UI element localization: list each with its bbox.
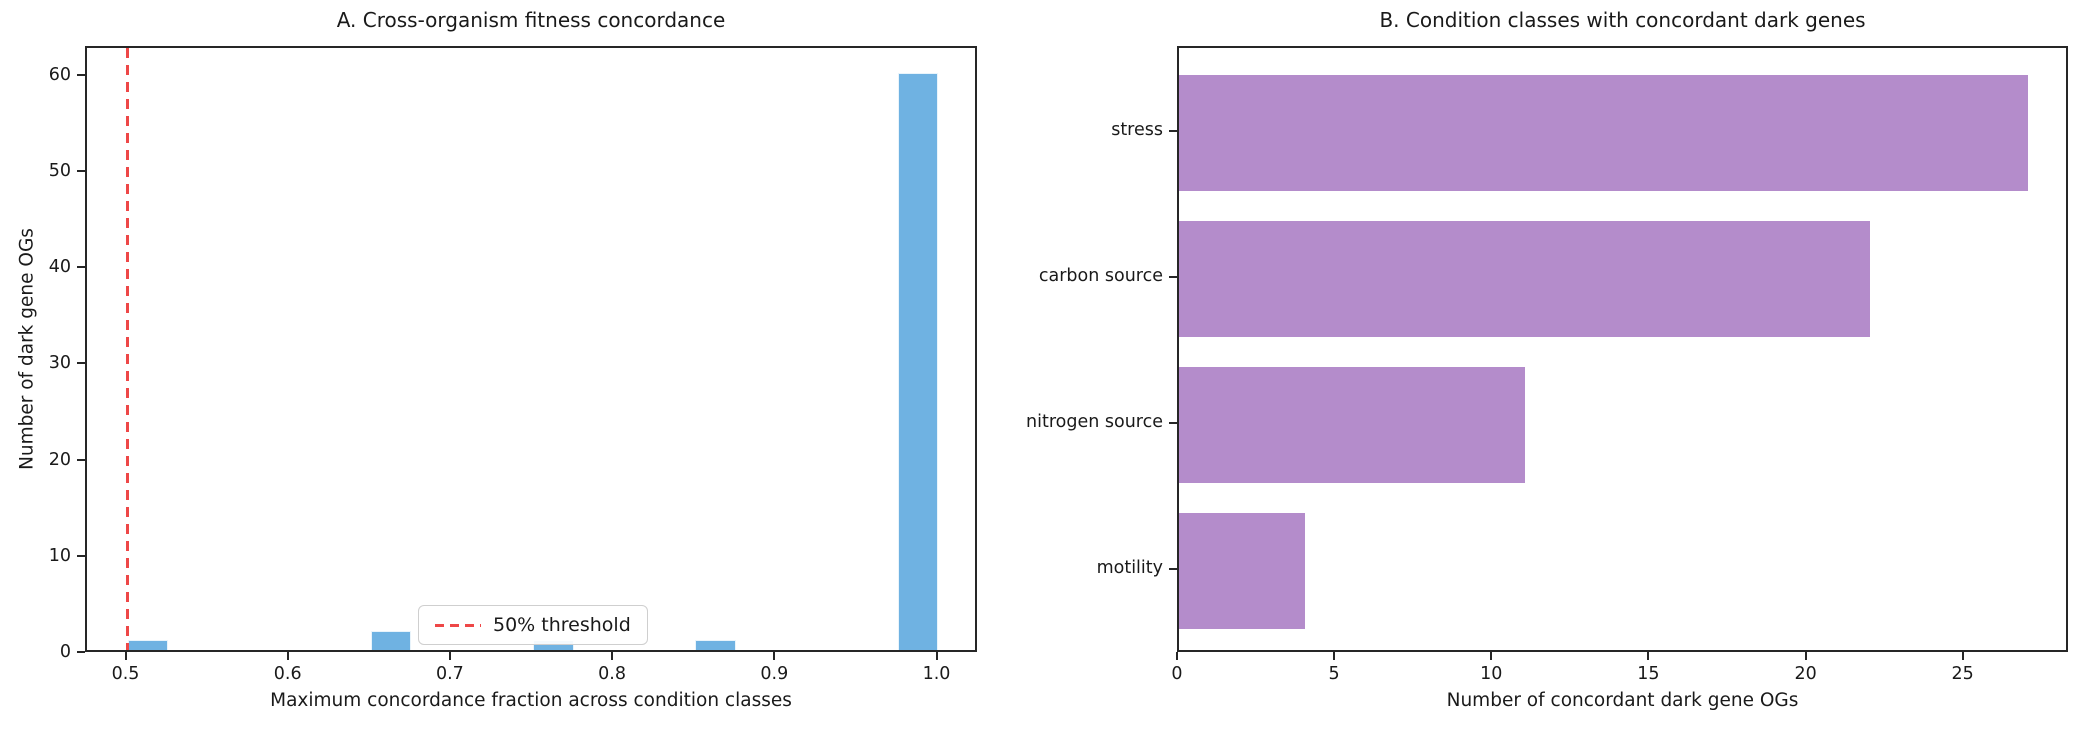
x-tick-mark [1961, 652, 1964, 660]
category-tick-mark [1169, 276, 1177, 278]
x-tick-mark [1490, 652, 1493, 660]
x-tick-mark [1176, 652, 1178, 660]
y-tick-label: 50 [48, 161, 71, 181]
histogram-bar [370, 630, 412, 650]
histogram-bar [695, 640, 736, 650]
y-tick-label: 60 [48, 64, 71, 85]
panel-b-title: B. Condition classes with concordant dar… [1379, 8, 1866, 32]
y-tick-label: 20 [48, 449, 71, 470]
category-label: motility [1096, 558, 1163, 578]
category-tick-mark [1169, 422, 1177, 424]
histogram-bar [897, 72, 939, 650]
panel-b-axes [1177, 46, 2068, 652]
y-tick-label: 40 [48, 257, 71, 278]
x-tick-label: 15 [1637, 664, 1660, 684]
x-tick-label: 1.0 [922, 664, 951, 684]
category-label: stress [1111, 120, 1163, 140]
y-tick-mark [77, 458, 85, 461]
y-tick-mark [77, 651, 85, 653]
bar [1179, 513, 1305, 629]
panel-a-x-axis-label: Maximum concordance fraction across cond… [270, 690, 792, 711]
histogram-bar [127, 640, 168, 650]
bar [1179, 75, 2028, 191]
x-tick-label: 0 [1171, 664, 1183, 684]
y-tick-label: 10 [48, 545, 71, 566]
category-tick-mark [1169, 130, 1177, 132]
bar [1179, 221, 1871, 337]
panel-a-axes: 50% threshold [85, 46, 977, 652]
x-tick-label: 10 [1480, 664, 1503, 684]
x-tick-mark [286, 652, 289, 660]
y-tick-mark [77, 170, 85, 172]
panel-b-x-axis-label: Number of concordant dark gene OGs [1446, 690, 1799, 711]
y-tick-mark [77, 554, 85, 557]
x-tick-label: 0.5 [111, 664, 140, 684]
x-tick-label: 0.9 [760, 664, 789, 684]
x-tick-mark [773, 652, 776, 660]
y-tick-mark [77, 362, 85, 365]
legend: 50% threshold [418, 605, 648, 645]
y-tick-label: 30 [48, 353, 71, 374]
category-label: nitrogen source [1026, 412, 1163, 432]
x-tick-label: 0.8 [598, 664, 627, 684]
threshold-line [126, 48, 129, 650]
x-tick-mark [1804, 652, 1807, 660]
category-tick-mark [1169, 568, 1177, 570]
legend-label: 50% threshold [493, 614, 631, 636]
bar [1179, 367, 1525, 483]
panel-a-title: A. Cross-organism fitness concordance [336, 8, 726, 32]
x-tick-mark [448, 652, 451, 660]
y-tick-mark [77, 73, 85, 76]
x-tick-label: 25 [1951, 664, 1974, 684]
x-tick-mark [611, 652, 614, 660]
y-tick-mark [77, 266, 85, 269]
category-label: carbon source [1038, 266, 1163, 286]
x-tick-mark [1647, 652, 1650, 660]
y-tick-label: 0 [59, 642, 71, 662]
dashed-line-icon [435, 623, 481, 627]
x-tick-mark [935, 652, 938, 660]
x-tick-mark [1333, 652, 1336, 660]
x-tick-label: 5 [1328, 664, 1340, 684]
x-tick-label: 20 [1794, 664, 1817, 684]
x-tick-label: 0.7 [435, 664, 464, 684]
x-tick-mark [124, 652, 127, 660]
x-tick-label: 0.6 [273, 664, 302, 684]
